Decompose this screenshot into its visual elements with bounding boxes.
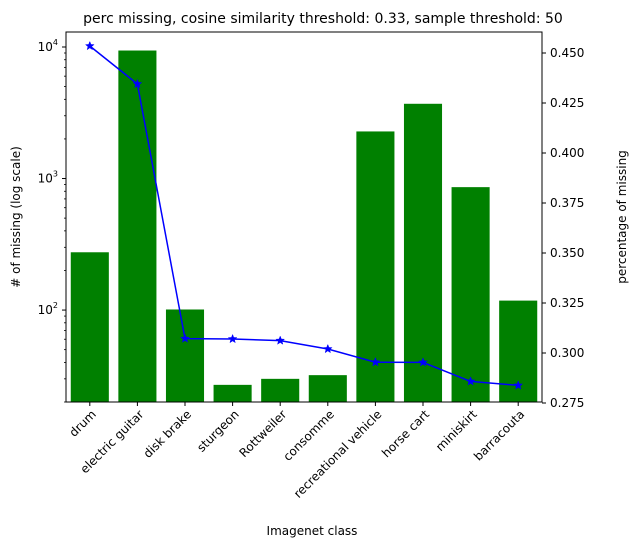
left-axis: 102 103 104: [38, 38, 66, 403]
bar-series: [70, 50, 538, 402]
right-tick-label: 0.350: [550, 246, 584, 260]
right-tick-label: 0.275: [550, 396, 584, 410]
x-tick-label: miniskirt: [433, 407, 480, 454]
x-tick-label: sturgeon: [194, 407, 242, 455]
bar: [261, 378, 300, 402]
x-tick-label: horse cart: [379, 407, 432, 460]
x-tick-label: recreational vehicle: [291, 407, 385, 501]
line-point: [513, 380, 524, 390]
bar: [118, 50, 157, 402]
bar: [165, 309, 205, 402]
right-tick-label: 0.450: [550, 46, 584, 60]
left-tick-label: 104: [38, 38, 58, 54]
right-tick-label: 0.325: [550, 296, 584, 310]
x-tick-label: barracouta: [471, 407, 527, 463]
bar: [213, 384, 252, 402]
line-point: [465, 376, 476, 386]
line-point: [227, 333, 238, 344]
x-tick-label: drum: [66, 407, 98, 439]
chart-title: perc missing, cosine similarity threshol…: [83, 11, 563, 27]
right-tick-label: 0.400: [550, 146, 584, 160]
line-point: [84, 40, 95, 51]
line-point: [180, 333, 190, 343]
x-axis-label: Imagenet class: [267, 524, 358, 538]
right-tick-label: 0.375: [550, 196, 584, 210]
right-tick-label: 0.425: [550, 96, 584, 110]
left-tick-label: 102: [38, 301, 58, 317]
right-axis: 0.275 0.300 0.325 0.350 0.375 0.400 0.425 0.450: [542, 46, 584, 410]
line-point: [370, 356, 381, 367]
bar: [356, 131, 395, 402]
x-tick-label: disk brake: [141, 407, 195, 461]
line-series: [84, 40, 524, 390]
plot-frame: [65, 31, 543, 403]
bar: [403, 103, 443, 402]
line-point: [275, 335, 286, 345]
right-tick-label: 0.300: [550, 346, 584, 360]
bar: [308, 375, 347, 402]
y-axis-label-left: # of missing (log scale): [9, 146, 23, 288]
y-axis-label-right: percentage of missing: [615, 150, 629, 284]
line-point: [322, 343, 333, 354]
bar: [70, 252, 109, 402]
bar: [451, 187, 490, 402]
left-tick-label: 103: [38, 170, 58, 186]
line-point: [132, 78, 143, 89]
line-point: [418, 357, 428, 367]
line-path: [89, 45, 519, 387]
